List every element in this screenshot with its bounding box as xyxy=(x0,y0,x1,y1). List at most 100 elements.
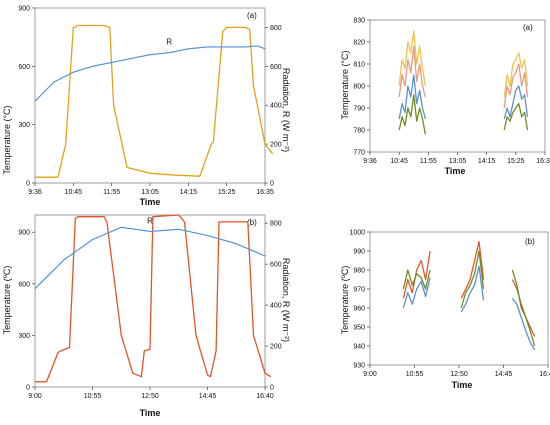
bl-y2-tick-label: 400 xyxy=(270,303,282,310)
tr-series-6 xyxy=(503,85,529,120)
tl-series-0 xyxy=(35,24,274,178)
br-series-6 xyxy=(511,279,536,337)
br-x-tick-label: 10:55 xyxy=(406,371,424,378)
bl-y2-tick-label: 0 xyxy=(270,385,274,392)
br-series-2 xyxy=(402,277,431,309)
bl-panel-tag: (b) xyxy=(247,218,257,227)
br-series-0 xyxy=(402,250,431,299)
tl-y-tick-label: 900 xyxy=(18,6,30,13)
br-y-tick-label: 960 xyxy=(353,306,365,313)
tr-x-tick-label: 11:55 xyxy=(420,158,437,165)
tr-series-1 xyxy=(398,45,427,98)
br-ylabel: Temperature (ºC) xyxy=(340,266,350,335)
br-x-tick-label: 14:45 xyxy=(495,371,513,378)
tr-ylabel: Temperature (°C) xyxy=(340,50,350,119)
br-y-tick-label: 940 xyxy=(353,344,365,351)
br-x-tick-label: 9:00 xyxy=(363,371,377,378)
tl-series-1 xyxy=(34,45,266,102)
tr-series-3 xyxy=(398,94,427,135)
tl-y-tick-label: 300 xyxy=(18,122,30,129)
br-series-4 xyxy=(460,250,485,309)
br-xlabel: Time xyxy=(452,380,473,390)
bl-y2-tick-label: 600 xyxy=(270,262,282,269)
tr-y-tick-label: 820 xyxy=(353,40,365,47)
tl-ylabel: Temperature (°C) xyxy=(2,105,12,174)
tr-x-tick-label: 15:25 xyxy=(507,158,525,165)
bl-y2-tick-label: 200 xyxy=(270,344,282,351)
tr-y-tick-label: 810 xyxy=(353,62,365,69)
tl-y2-tick-label: 200 xyxy=(270,142,282,149)
br-x-tick-label: 12:50 xyxy=(450,371,468,378)
bl-x-tick-label: 9:00 xyxy=(28,393,42,400)
br-y-tick-label: 1000 xyxy=(349,230,365,237)
bl-series-0 xyxy=(35,214,272,383)
tl-x-tick-label: 14:15 xyxy=(180,189,198,196)
tr-x-tick-label: 9:36 xyxy=(363,158,377,165)
tl-plot: 9:36 10:45 11:55 13:05 14:15 15:25 16:35030060… xyxy=(18,6,281,197)
tr-x-tick-label: 10:45 xyxy=(390,158,408,165)
br-y-tick-label: 970 xyxy=(353,287,365,294)
bl-plot: 9:00 10:55 12:50 14:45 16:400300600900020040… xyxy=(18,214,282,400)
tr-y-tick-label: 770 xyxy=(353,150,365,157)
br-plot-frame xyxy=(369,231,549,366)
bl-plot-frame xyxy=(34,214,266,388)
tl-x-tick-label: 11:55 xyxy=(103,189,120,196)
br-series-1 xyxy=(402,269,431,290)
br-x-tick-label: 16:40 xyxy=(539,371,550,378)
bl-y-tick-label: 900 xyxy=(18,230,30,237)
tr-x-tick-label: 13:05 xyxy=(449,158,467,165)
tr-y-tick-label: 790 xyxy=(353,106,365,113)
br-y-tick-label: 930 xyxy=(353,363,365,370)
br-series-3 xyxy=(460,240,485,299)
tr-series-4 xyxy=(503,52,529,98)
tl-x-tick-label: 16:35 xyxy=(256,189,274,196)
tr-y-tick-label: 830 xyxy=(353,18,365,25)
tl-panel-tag: (a) xyxy=(247,11,257,20)
tr-series-5 xyxy=(503,63,529,109)
br-plot: 9:00 10:55 12:50 14:45 16:40 930 940 950 960 970 9… xyxy=(349,230,550,379)
tl-xlabel: Time xyxy=(140,197,161,207)
tr-panel-tag: (a) xyxy=(523,23,533,32)
tr-xlabel: Time xyxy=(445,166,466,176)
tl-x-tick-label: 15:25 xyxy=(218,189,236,196)
tl-series-label: R xyxy=(166,38,172,47)
tl-y2-tick-label: 0 xyxy=(270,181,274,188)
tl-y-tick-label: 600 xyxy=(18,64,30,71)
bl-y-tick-label: 600 xyxy=(18,281,30,288)
bl-y-tick-label: 0 xyxy=(26,385,30,392)
tl-x-tick-label: 9:36 xyxy=(28,189,42,196)
panel-top-right: (a) Temperature (°C) Time xyxy=(340,23,533,176)
bl-xlabel: Time xyxy=(140,408,161,418)
bl-x-tick-label: 14:45 xyxy=(199,393,217,400)
br-y-tick-label: 990 xyxy=(353,249,365,256)
bl-series-label: R xyxy=(147,216,153,225)
panel-top-left: (a) Temperature (°C) Radiation, R (W m⁻²… xyxy=(2,11,291,207)
tl-y2-tick-label: 800 xyxy=(270,25,282,32)
tr-x-tick-label: 14:15 xyxy=(478,158,496,165)
br-panel-tag: (b) xyxy=(525,237,535,246)
tr-series-2 xyxy=(398,74,427,120)
tr-series-0 xyxy=(398,30,427,87)
tl-y2-tick-label: 600 xyxy=(270,64,282,71)
tr-y-tick-label: 800 xyxy=(353,84,365,91)
tl-x-tick-label: 13:05 xyxy=(141,189,159,196)
bl-x-tick-label: 12:50 xyxy=(141,393,159,400)
tl-y2label: Radiation, R (W m⁻²) xyxy=(281,68,291,152)
bl-x-tick-label: 10:55 xyxy=(84,393,102,400)
br-y-tick-label: 980 xyxy=(353,268,365,275)
tl-x-tick-label: 10:45 xyxy=(65,189,83,196)
bl-y2label: Radiation, R (W m⁻²) xyxy=(281,258,291,342)
tl-y2-tick-label: 400 xyxy=(270,103,282,110)
br-y-tick-label: 950 xyxy=(353,325,365,332)
bl-ylabel: Temperature (ºC) xyxy=(2,266,12,335)
tl-y-tick-label: 0 xyxy=(26,181,30,188)
br-series-7 xyxy=(511,269,536,347)
bl-y2-tick-label: 800 xyxy=(270,221,282,228)
panel-bottom-left: (b) Temperature (ºC) Radiation, R (W m⁻²… xyxy=(2,218,291,418)
bl-x-tick-label: 16:40 xyxy=(256,393,274,400)
tr-y-tick-label: 780 xyxy=(353,128,365,135)
br-series-5 xyxy=(460,265,485,313)
bl-y-tick-label: 300 xyxy=(18,333,30,340)
br-series-8 xyxy=(511,298,536,351)
